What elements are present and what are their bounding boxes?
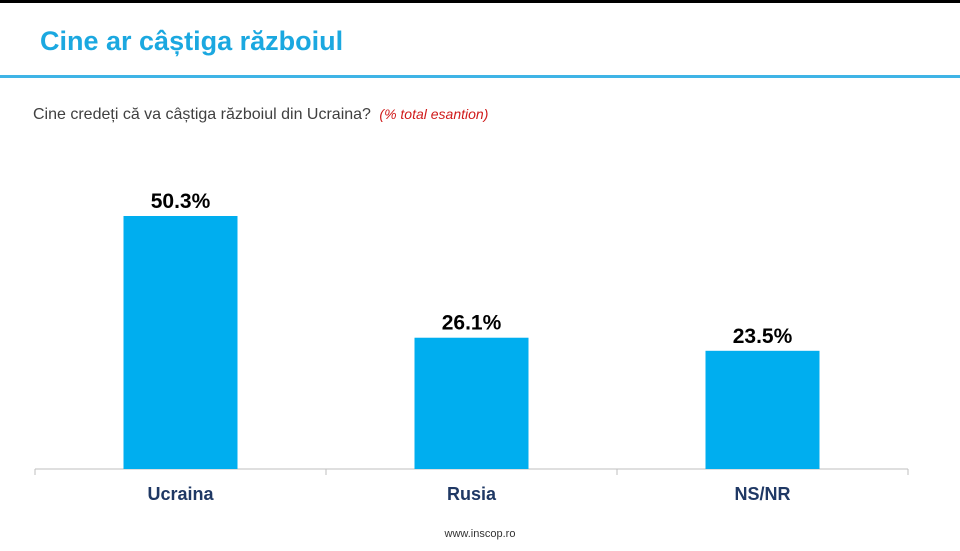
bar-ucraina xyxy=(123,216,238,469)
question-label: Cine credeți că va câștiga războiul din … xyxy=(33,106,371,123)
data-label: 23.5% xyxy=(733,325,793,348)
title-divider xyxy=(0,75,960,78)
top-border xyxy=(0,0,960,3)
category-label: Ucraina xyxy=(147,484,214,504)
data-label: 26.1% xyxy=(442,312,502,335)
footer-url: www.inscop.ro xyxy=(444,528,516,540)
bar-rusia xyxy=(414,337,529,469)
category-label: NS/NR xyxy=(734,484,790,504)
category-label: Rusia xyxy=(447,484,497,504)
bar-ns-nr xyxy=(705,350,820,469)
sample-note: (% total esantion) xyxy=(379,106,489,122)
data-label: 50.3% xyxy=(151,190,211,213)
page-title: Cine ar câștiga războiul xyxy=(40,26,344,56)
question-text: Cine credeți că va câștiga războiul din … xyxy=(33,106,488,124)
